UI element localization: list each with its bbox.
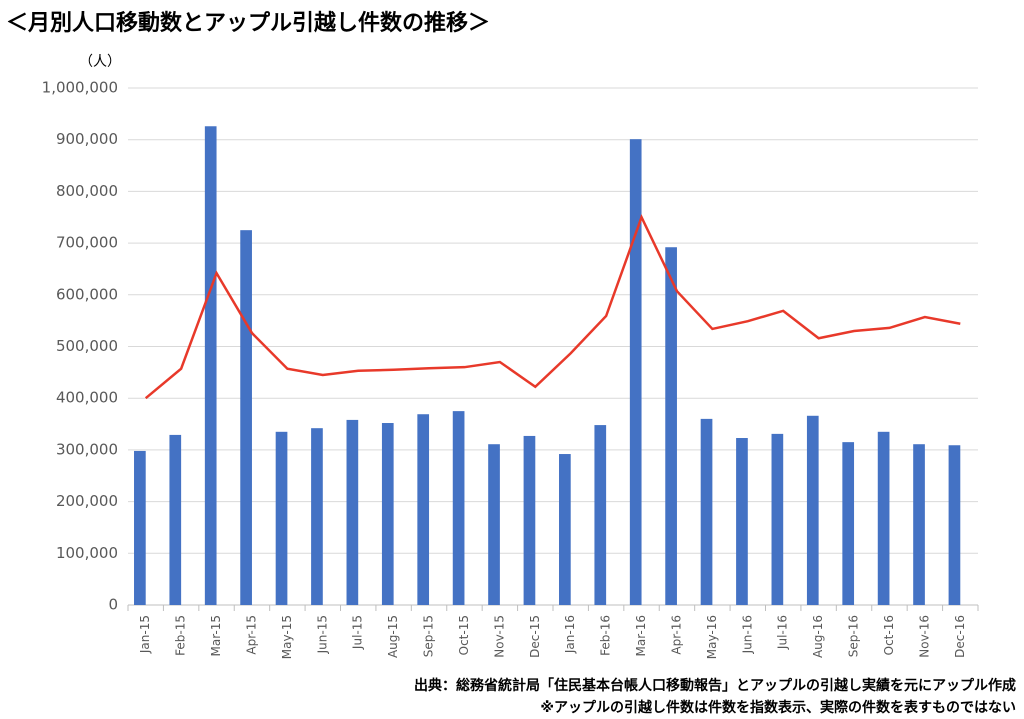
- y-tick-label: 300,000: [56, 440, 118, 458]
- y-tick-label: 900,000: [56, 130, 118, 148]
- bar: [842, 442, 855, 605]
- x-tick-label: Mar-16: [634, 615, 648, 656]
- bar: [346, 419, 359, 605]
- line: [144, 214, 961, 400]
- x-tick-label: Feb-15: [174, 615, 188, 656]
- x-tick-label: May-16: [705, 615, 719, 659]
- x-tick-label: Apr-15: [244, 615, 258, 655]
- bar: [594, 425, 607, 605]
- x-tick-label: Sep-16: [847, 615, 861, 657]
- bar: [877, 431, 890, 605]
- x-tick-label: Dec-15: [528, 615, 542, 658]
- x-tick-label: May-15: [280, 615, 294, 659]
- bar: [240, 230, 252, 606]
- bar: [275, 431, 288, 605]
- bar: [204, 126, 217, 606]
- x-tick-label: Oct-16: [882, 615, 896, 655]
- x-tick-label: Aug-16: [811, 615, 825, 658]
- x-tick-label: Mar-15: [209, 615, 223, 656]
- y-tick-label: 700,000: [56, 234, 118, 252]
- x-tick-label: Nov-15: [492, 615, 506, 658]
- x-tick-label: Aug-15: [386, 615, 400, 658]
- y-unit: （人）: [79, 54, 121, 70]
- bar: [665, 247, 677, 605]
- source: 出典：総務省統計局「住民基本台帳人口移動報告」とアップルの引越し実績を元にアップ…: [414, 677, 1016, 694]
- x-tick-label: Oct-15: [457, 615, 471, 655]
- x-tick-label: Jul-15: [351, 615, 365, 650]
- x-tick-label: Nov-16: [917, 615, 931, 658]
- y-tick-label: 500,000: [56, 337, 118, 355]
- bar: [559, 454, 571, 605]
- bar: [806, 415, 819, 605]
- bar: [381, 423, 394, 605]
- bar: [452, 411, 465, 605]
- bar: [771, 433, 784, 605]
- bar: [488, 444, 500, 605]
- y-tick-label: 0: [108, 596, 118, 614]
- y-tick-label: 1,000,000: [42, 79, 118, 97]
- bar: [311, 428, 323, 605]
- y-tick-label: 200,000: [56, 492, 118, 510]
- bar: [948, 445, 961, 605]
- bar: [417, 414, 430, 605]
- y-tick-label: 100,000: [56, 544, 118, 562]
- x-tick-label: Jan-16: [563, 615, 577, 654]
- x-tick-label: Jan-15: [138, 615, 152, 654]
- chart-title: ＜月別人口移動数とアップル引越し件数の推移＞: [6, 10, 490, 36]
- bar: [629, 139, 642, 606]
- x-tick-label: Apr-16: [669, 615, 683, 655]
- y-tick-label: 600,000: [56, 285, 118, 303]
- x-tick-label: Sep-15: [422, 615, 436, 657]
- x-tick-label: Feb-16: [599, 615, 613, 656]
- note: ※アップルの引越し件数は件数を指数表示、実際の件数を表すものではない: [540, 699, 1016, 716]
- bar: [700, 418, 713, 605]
- bar: [169, 434, 182, 605]
- y-tick-label: 800,000: [56, 182, 118, 200]
- x-tick-label: Dec-16: [953, 615, 967, 658]
- y-tick-label: 400,000: [56, 389, 118, 407]
- bar: [736, 438, 748, 605]
- bar: [913, 444, 925, 605]
- bar: [134, 450, 146, 605]
- bar: [523, 435, 536, 605]
- x-tick-label: Jun-16: [740, 615, 754, 654]
- x-tick-label: Jun-15: [315, 615, 329, 654]
- x-tick-label: Jul-16: [776, 615, 790, 650]
